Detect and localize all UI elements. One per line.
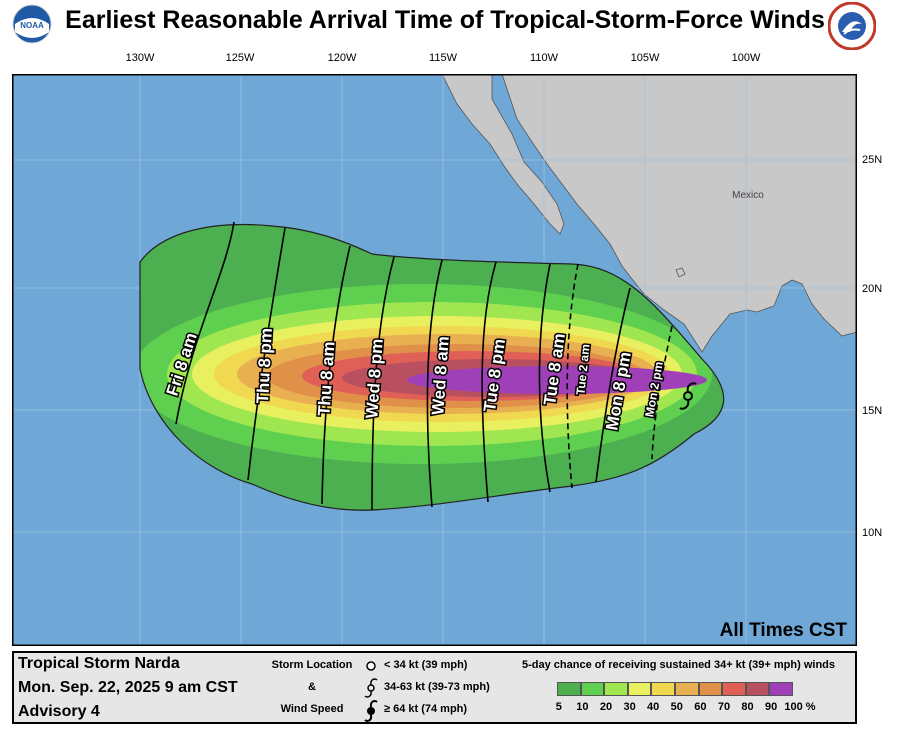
scale-label: 60 bbox=[694, 701, 707, 713]
arrival-contours bbox=[175, 221, 673, 511]
legend-tropical-storm-icon bbox=[364, 678, 378, 698]
land-areas bbox=[441, 74, 857, 353]
legend-heading-storm-location: Storm Location bbox=[271, 659, 353, 671]
contour-thu-8am bbox=[321, 245, 351, 505]
time-zone-note: All Times CST bbox=[719, 620, 847, 641]
scale-swatch bbox=[745, 682, 770, 696]
lon-label-130w: 130W bbox=[125, 52, 155, 64]
lon-label-125w: 125W bbox=[225, 52, 255, 64]
legend-depression-icon bbox=[366, 661, 376, 671]
page-title: Earliest Reasonable Arrival Time of Trop… bbox=[65, 6, 825, 34]
scale-label: 40 bbox=[647, 701, 660, 713]
scale-swatch bbox=[674, 682, 699, 696]
legend-symbols bbox=[364, 661, 378, 722]
lon-label-100w: 100W bbox=[731, 52, 761, 64]
legend-panel: Tropical Storm Narda Mon. Sep. 22, 2025 … bbox=[12, 651, 857, 724]
label-tue-2am: Tue 2 am bbox=[573, 343, 592, 395]
probability-scale-labels: 5 10 20 30 40 50 60 70 80 90 100 % bbox=[547, 701, 817, 713]
scale-swatch bbox=[627, 682, 652, 696]
baja-california bbox=[441, 74, 565, 235]
svg-text:NOAA: NOAA bbox=[20, 21, 44, 30]
scale-swatch bbox=[722, 682, 746, 696]
probability-scale-title: 5-day chance of receiving sustained 34+ … bbox=[522, 659, 835, 671]
forecast-map: Fri 8 am Thu 8 pm Thu 8 am Wed 8 pm Wed … bbox=[12, 74, 857, 646]
scale-swatch bbox=[604, 682, 628, 696]
swath-outline bbox=[139, 223, 725, 511]
label-thu-8am: Thu 8 am bbox=[314, 341, 338, 417]
scale-swatch bbox=[698, 682, 723, 696]
label-thu-8pm: Thu 8 pm bbox=[253, 327, 276, 403]
scale-label: 70 bbox=[717, 701, 731, 713]
lon-label-110w: 110W bbox=[530, 52, 558, 64]
legend-item-depression: < 34 kt (39 mph) bbox=[384, 659, 468, 671]
scale-label: 90 bbox=[765, 701, 778, 713]
scale-label: 5 bbox=[555, 701, 562, 713]
probability-swath bbox=[140, 224, 724, 511]
island-small bbox=[675, 267, 686, 278]
contour-fri-8am bbox=[175, 221, 235, 425]
national-weather-service-logo bbox=[828, 2, 876, 50]
scale-swatch bbox=[557, 682, 581, 696]
legend-item-tropical-storm: 34-63 kt (39-73 mph) bbox=[384, 681, 490, 693]
legend-heading-wind-speed: Wind Speed bbox=[280, 703, 344, 715]
lon-label-115w: 115W bbox=[429, 52, 457, 64]
contour-mon-2pm bbox=[651, 325, 673, 460]
scale-label: 30 bbox=[623, 701, 636, 713]
lat-label-20n: 20N bbox=[862, 283, 883, 295]
scale-swatch bbox=[769, 682, 793, 696]
scale-label: 20 bbox=[599, 701, 613, 713]
probability-color-scale bbox=[557, 682, 793, 696]
contour-tue-2am bbox=[566, 263, 579, 489]
storm-name: Tropical Storm Narda bbox=[18, 655, 180, 672]
contour-mon-8pm bbox=[595, 287, 631, 483]
contour-thu-8pm bbox=[247, 227, 286, 481]
advisory-number: Advisory 4 bbox=[18, 703, 100, 720]
issue-time: Mon. Sep. 22, 2025 9 am CST bbox=[18, 679, 238, 696]
lon-label-120w: 120W bbox=[327, 52, 357, 64]
legend-hurricane-icon bbox=[364, 700, 378, 722]
lat-label-10n: 10N bbox=[862, 527, 883, 539]
contour-tue-8pm bbox=[481, 261, 497, 503]
mexico-mainland bbox=[501, 74, 857, 353]
scale-label: 100 % bbox=[784, 701, 816, 713]
contour-wed-8pm bbox=[371, 256, 395, 511]
scale-swatch bbox=[580, 682, 605, 696]
contour-wed-8am bbox=[426, 259, 443, 508]
noaa-logo: NOAA bbox=[12, 4, 52, 44]
country-label-mexico: Mexico bbox=[732, 190, 764, 201]
scale-label: 50 bbox=[670, 701, 683, 713]
legend-item-hurricane: ≥ 64 kt (74 mph) bbox=[384, 703, 468, 715]
lon-label-105w: 105W bbox=[630, 52, 660, 64]
scale-swatch bbox=[651, 682, 675, 696]
lat-label-15n: 15N bbox=[862, 405, 883, 417]
tropical-storm-icon bbox=[679, 382, 697, 410]
contour-tue-8am bbox=[538, 263, 551, 493]
lat-label-25n: 25N bbox=[862, 154, 883, 166]
scale-label: 80 bbox=[741, 701, 754, 713]
legend-heading-and: & bbox=[308, 681, 316, 693]
scale-label: 10 bbox=[576, 701, 589, 713]
